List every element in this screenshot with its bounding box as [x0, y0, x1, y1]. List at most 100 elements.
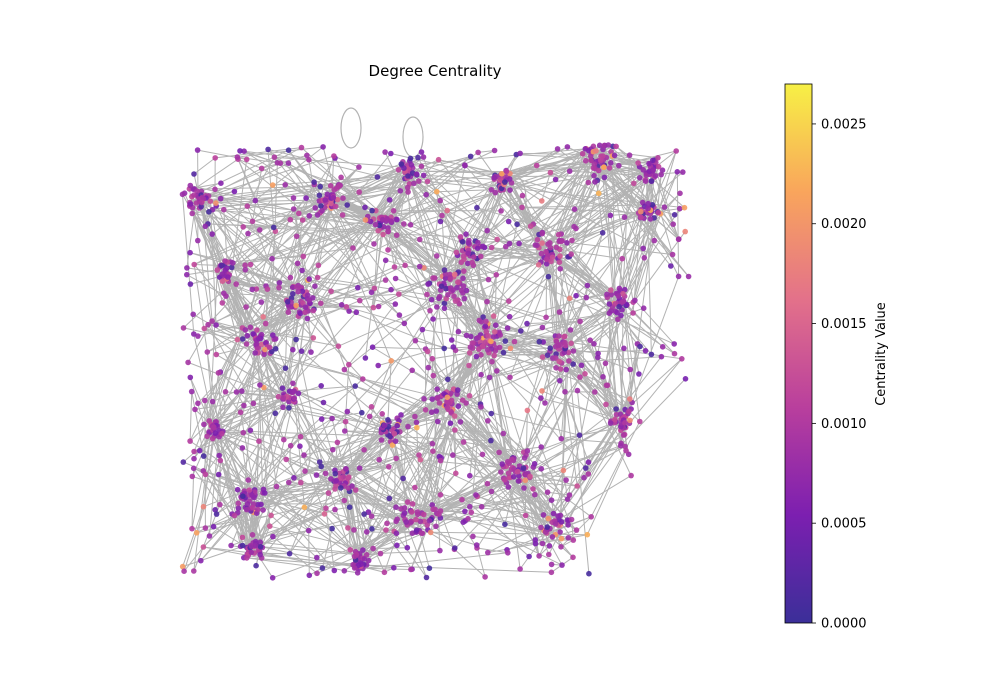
node: [453, 249, 460, 256]
node: [199, 199, 205, 206]
node: [293, 302, 299, 309]
node: [243, 341, 250, 347]
node: [421, 265, 427, 271]
node: [600, 374, 606, 380]
edge: [610, 356, 662, 422]
node: [218, 180, 224, 186]
node: [375, 227, 382, 234]
node: [444, 207, 451, 214]
node: [212, 507, 218, 513]
node: [271, 154, 278, 160]
edge: [358, 153, 392, 193]
node: [468, 509, 475, 516]
node: [422, 407, 429, 413]
node: [327, 183, 334, 189]
node: [397, 188, 404, 194]
node: [604, 291, 610, 298]
edge: [209, 270, 218, 433]
node: [651, 237, 658, 244]
edge: [362, 378, 452, 414]
node: [562, 339, 568, 346]
node: [269, 255, 275, 262]
edge: [396, 345, 482, 419]
node: [222, 258, 228, 264]
node: [564, 496, 571, 503]
node: [187, 249, 193, 256]
edge: [640, 216, 673, 255]
edge: [325, 406, 372, 474]
colorbar-tick-label: 0.0020: [821, 217, 867, 232]
edge: [193, 157, 216, 175]
node: [257, 539, 264, 545]
edge: [463, 515, 526, 523]
node: [436, 293, 443, 300]
node: [632, 297, 638, 304]
edge: [605, 363, 621, 415]
node: [239, 542, 246, 549]
edge: [381, 176, 508, 218]
node: [647, 216, 654, 222]
node: [184, 265, 190, 271]
node: [570, 361, 576, 367]
edge: [593, 167, 689, 277]
node: [385, 247, 391, 253]
edge: [308, 530, 310, 576]
edge: [216, 445, 292, 515]
edge: [262, 316, 296, 390]
node: [191, 455, 197, 462]
node: [277, 160, 284, 166]
edge: [274, 156, 413, 169]
edge: [346, 480, 413, 570]
node: [408, 566, 414, 573]
node: [306, 157, 312, 163]
node: [392, 275, 399, 282]
node: [217, 457, 224, 464]
node: [329, 525, 335, 532]
node: [228, 542, 234, 549]
node: [209, 398, 216, 405]
node: [377, 550, 384, 557]
node: [601, 174, 608, 181]
edge: [568, 360, 590, 574]
node: [192, 406, 198, 413]
node: [493, 272, 500, 278]
node: [620, 290, 626, 297]
edge: [431, 411, 536, 544]
node: [393, 504, 399, 511]
node: [316, 192, 323, 199]
edge: [243, 329, 258, 492]
edge: [272, 255, 304, 260]
node: [207, 198, 214, 204]
edge: [304, 506, 357, 555]
node: [536, 338, 543, 345]
node: [302, 304, 309, 311]
node: [426, 517, 433, 524]
edge: [402, 478, 425, 515]
edge: [364, 288, 375, 359]
node: [679, 356, 685, 362]
node: [539, 388, 545, 394]
node: [404, 544, 411, 551]
node: [640, 167, 646, 173]
node: [645, 205, 651, 212]
node: [409, 367, 416, 374]
node: [355, 284, 361, 291]
node: [393, 232, 400, 238]
edge: [387, 230, 451, 279]
node: [539, 230, 545, 237]
node: [286, 405, 292, 411]
node: [360, 547, 366, 553]
edge: [516, 166, 605, 225]
node: [191, 448, 197, 455]
edge: [208, 324, 314, 339]
node: [269, 182, 276, 188]
edge: [565, 321, 581, 346]
node: [316, 459, 323, 465]
edge: [541, 390, 622, 426]
node: [405, 173, 411, 179]
node: [437, 197, 444, 204]
node: [556, 259, 563, 266]
node: [568, 251, 574, 257]
node: [466, 350, 473, 356]
edge: [265, 231, 276, 324]
